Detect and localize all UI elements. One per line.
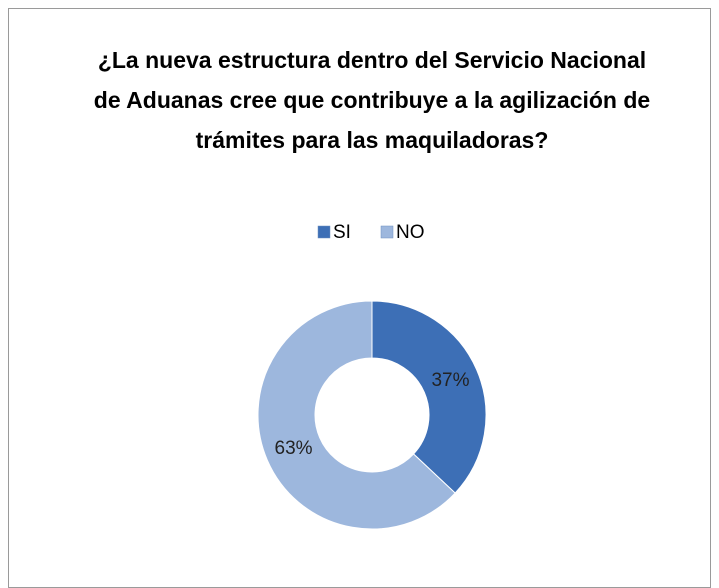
legend-swatch bbox=[317, 225, 331, 239]
chart: SI NO 37% 63% bbox=[257, 222, 487, 530]
donut-segment bbox=[257, 300, 456, 530]
legend-swatch bbox=[380, 225, 394, 239]
legend-label: NO bbox=[396, 222, 425, 243]
data-label: 37% bbox=[431, 370, 469, 391]
chart-title: ¿La nueva estructura dentro del Servicio… bbox=[93, 47, 651, 153]
legend-label: SI bbox=[333, 222, 351, 243]
data-label: 63% bbox=[275, 438, 313, 459]
donut-segment bbox=[371, 300, 487, 494]
page: {"chart_data": {"type": "donut", "title"… bbox=[8, 8, 711, 588]
